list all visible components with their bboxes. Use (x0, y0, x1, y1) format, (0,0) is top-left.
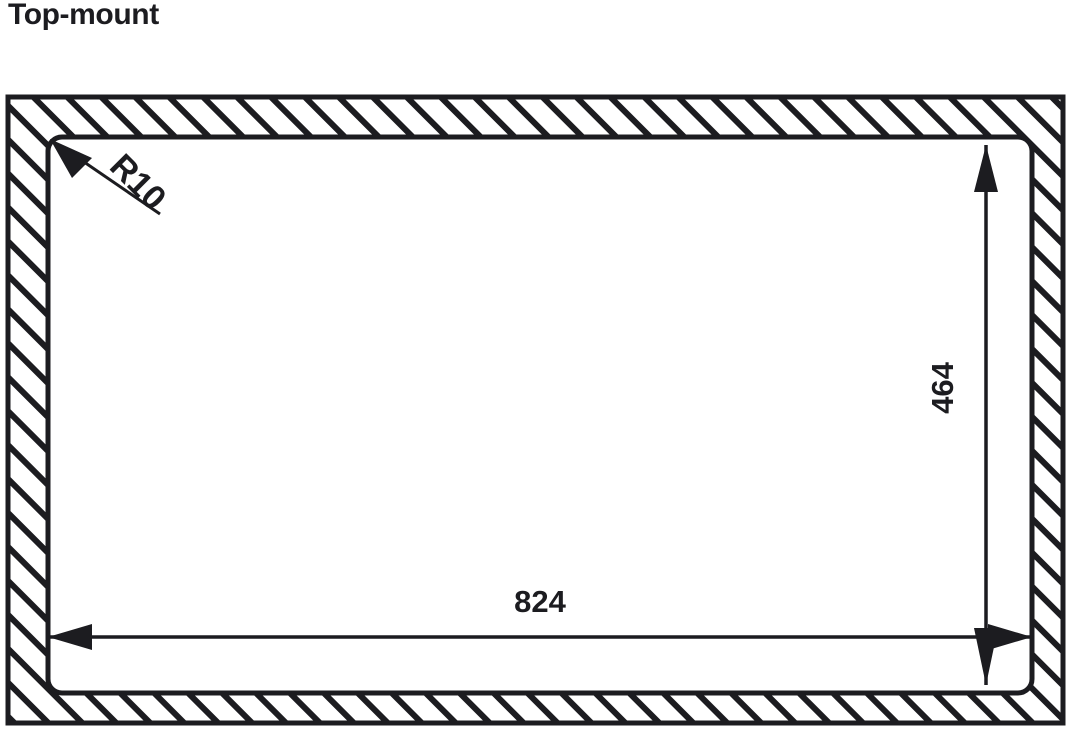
arrowhead-icon-right (988, 624, 1032, 650)
width-dimension-label: 824 (514, 584, 566, 619)
height-dimension-label: 464 (925, 361, 960, 413)
arrowhead-icon-radius (50, 139, 92, 178)
arrowhead-icon-left (48, 624, 92, 650)
inner-cutout-boundary (45, 134, 1035, 696)
arrowhead-icon-bottom (974, 628, 998, 685)
arrowhead-icon-top (974, 145, 998, 192)
vertical-dimension: 464 (925, 145, 998, 685)
horizontal-dimension: 824 (48, 584, 1032, 650)
outer-boundary (5, 94, 1066, 726)
